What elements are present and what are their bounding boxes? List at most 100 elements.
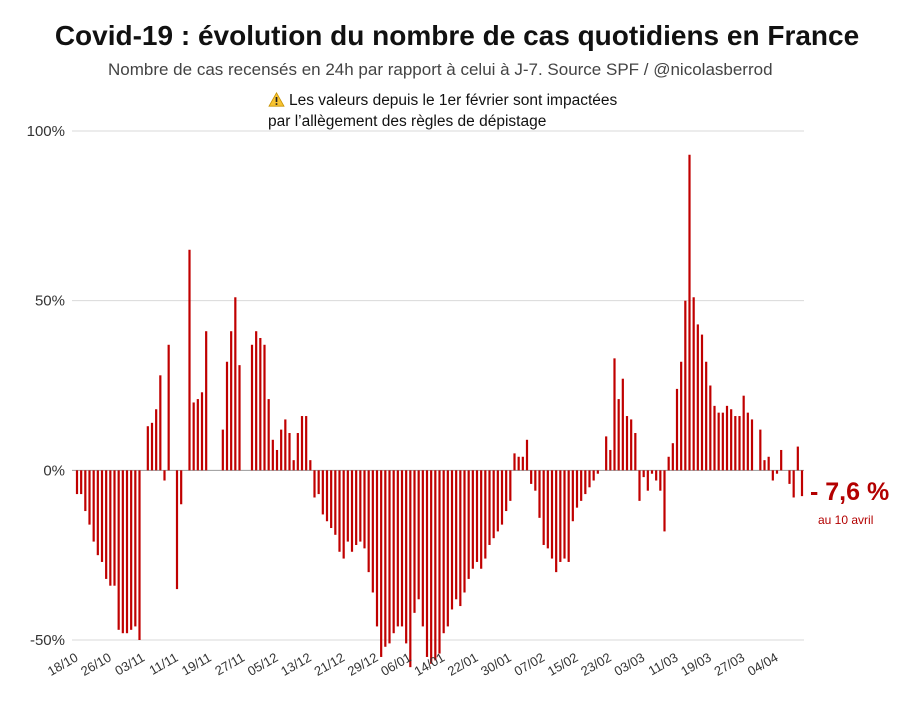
warning-line-2: par l’allègement des règles de dépistage <box>268 113 547 130</box>
bar <box>380 470 383 657</box>
x-tick-label: 03/11 <box>112 650 147 679</box>
bar <box>459 470 462 607</box>
bar <box>263 344 266 471</box>
bar <box>767 456 770 471</box>
bar <box>792 470 795 498</box>
bar <box>484 470 487 559</box>
x-tick-label: 11/11 <box>146 650 180 678</box>
bar <box>330 470 333 529</box>
bar <box>346 470 349 542</box>
bar <box>525 439 529 471</box>
bar <box>421 470 424 627</box>
bar <box>775 470 779 474</box>
bar <box>613 358 616 471</box>
bar <box>155 409 158 471</box>
bar <box>638 470 641 501</box>
bar <box>292 460 295 471</box>
bar <box>559 470 562 562</box>
bar <box>580 470 583 501</box>
bar <box>363 470 366 549</box>
bar <box>175 470 179 590</box>
bar <box>517 456 520 471</box>
bar <box>92 470 95 542</box>
bar <box>659 470 662 491</box>
bar <box>200 392 204 471</box>
bar <box>463 470 466 593</box>
bars <box>75 154 804 668</box>
bar <box>84 470 87 512</box>
bar <box>259 337 262 471</box>
bar <box>675 388 679 471</box>
bar <box>759 429 762 471</box>
bar <box>509 470 512 501</box>
x-tick-label: 21/12 <box>311 650 347 679</box>
bar <box>596 470 599 474</box>
bar <box>188 249 191 471</box>
bar <box>492 470 495 539</box>
bar <box>730 409 733 471</box>
bar <box>513 453 516 471</box>
bar <box>342 470 345 559</box>
bar <box>663 470 666 532</box>
bar <box>571 470 574 522</box>
bar <box>384 470 387 647</box>
bar <box>705 361 708 471</box>
x-tick-label: 18/10 <box>45 650 81 679</box>
bar <box>788 470 791 484</box>
chart-subtitle: Nombre de cas recensés en 24h par rappor… <box>108 60 773 79</box>
bar <box>721 412 724 471</box>
bar <box>430 470 433 664</box>
bar <box>288 433 291 471</box>
bar <box>438 470 441 654</box>
bar <box>321 470 324 515</box>
bar <box>709 385 712 471</box>
bar <box>280 429 283 471</box>
bar <box>134 470 137 627</box>
x-tick-label: 19/11 <box>179 650 214 679</box>
bar <box>434 470 437 661</box>
bar <box>738 416 741 471</box>
bar <box>713 405 716 471</box>
bar <box>371 470 374 593</box>
x-tick-label: 06/01 <box>378 650 414 679</box>
bar <box>250 344 254 471</box>
x-tick-label: 23/02 <box>578 650 614 679</box>
bar <box>405 470 408 644</box>
x-tick-label: 03/03 <box>611 650 647 679</box>
bar <box>567 470 570 562</box>
latest-value-label: - 7,6 % <box>810 478 890 506</box>
bar <box>225 361 229 471</box>
bar <box>325 470 329 522</box>
x-tick-label: 07/02 <box>511 650 547 679</box>
bar <box>667 456 670 471</box>
bar <box>300 416 304 471</box>
bar <box>455 470 458 600</box>
y-tick-label: 0% <box>43 462 65 479</box>
bar <box>146 426 149 471</box>
bar <box>630 419 633 471</box>
latest-date-label: au 10 avril <box>818 513 874 527</box>
bar <box>75 470 79 495</box>
bar <box>417 470 420 600</box>
bar <box>467 470 470 579</box>
bar <box>338 470 341 552</box>
bar <box>771 470 774 481</box>
x-tick-label: 15/02 <box>545 650 581 679</box>
bar <box>138 470 141 640</box>
bar <box>271 439 274 471</box>
x-tick-label: 27/11 <box>212 650 247 679</box>
bar <box>634 433 637 471</box>
x-tick-label: 14/01 <box>411 650 447 679</box>
bar <box>313 470 316 498</box>
x-tick-label: 13/12 <box>278 650 314 679</box>
bar <box>796 446 799 471</box>
bar <box>167 344 170 471</box>
bar <box>800 470 804 497</box>
y-tick-label: 100% <box>27 123 65 140</box>
bar <box>550 470 554 559</box>
warning-icon <box>268 92 285 107</box>
bar <box>309 460 312 471</box>
x-tick-label: 27/03 <box>711 650 747 679</box>
x-tick-label: 22/01 <box>445 650 481 679</box>
